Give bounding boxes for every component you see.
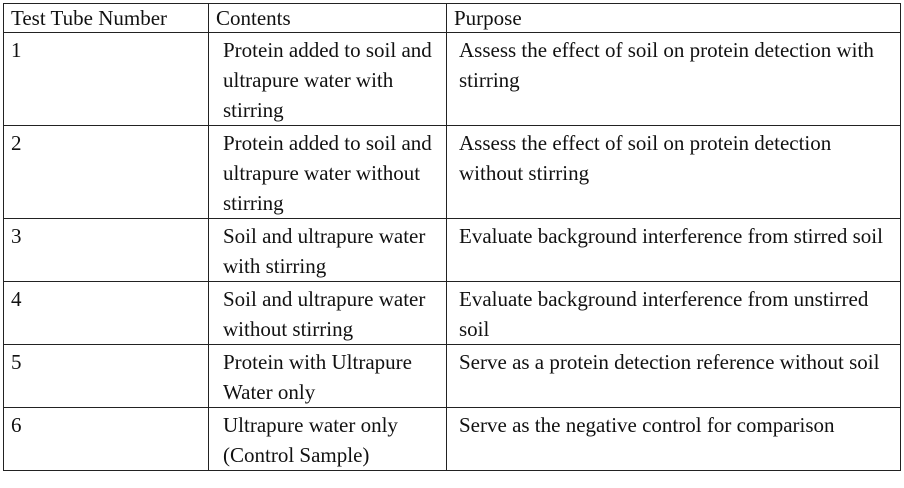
row-contents-cell: Protein added to soil and ultrapure wate…: [208, 32, 447, 126]
header-contents: Contents: [208, 3, 447, 33]
table-row: 5 Protein with Ultrapure Water only Serv…: [3, 344, 901, 408]
row-purpose-cell: Serve as a protein detection reference w…: [446, 344, 901, 408]
header-purpose: Purpose: [446, 3, 901, 33]
row-number-cell: 1: [3, 32, 209, 126]
table-row: 1 Protein added to soil and ultrapure wa…: [3, 32, 901, 126]
row-purpose-cell: Serve as the negative control for compar…: [446, 407, 901, 471]
header-test-tube-number: Test Tube Number: [3, 3, 209, 33]
row-purpose-cell: Assess the effect of soil on protein det…: [446, 32, 901, 126]
row-contents-cell: Soil and ultrapure water without stirrin…: [208, 281, 447, 345]
row-purpose-cell: Evaluate background interference from un…: [446, 281, 901, 345]
table-row: 2 Protein added to soil and ultrapure wa…: [3, 125, 901, 219]
table-row: 4 Soil and ultrapure water without stirr…: [3, 281, 901, 345]
test-tube-table: Test Tube Number Contents Purpose 1 Prot…: [3, 3, 901, 471]
row-purpose-cell: Evaluate background interference from st…: [446, 218, 901, 282]
row-number-cell: 2: [3, 125, 209, 219]
table-header-row: Test Tube Number Contents Purpose: [3, 3, 901, 33]
row-contents-cell: Protein added to soil and ultrapure wate…: [208, 125, 447, 219]
row-contents-cell: Ultrapure water only (Control Sample): [208, 407, 447, 471]
table-row: 6 Ultrapure water only (Control Sample) …: [3, 407, 901, 471]
row-number-cell: 5: [3, 344, 209, 408]
row-contents-cell: Soil and ultrapure water with stirring: [208, 218, 447, 282]
row-purpose-cell: Assess the effect of soil on protein det…: [446, 125, 901, 219]
table-row: 3 Soil and ultrapure water with stirring…: [3, 218, 901, 282]
row-contents-cell: Protein with Ultrapure Water only: [208, 344, 447, 408]
row-number-cell: 4: [3, 281, 209, 345]
row-number-cell: 3: [3, 218, 209, 282]
row-number-cell: 6: [3, 407, 209, 471]
